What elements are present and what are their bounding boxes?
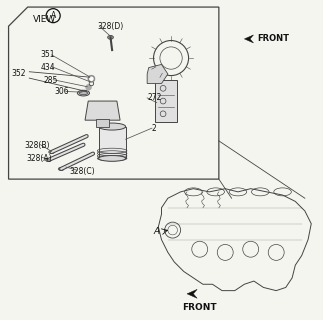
Bar xyxy=(155,80,177,122)
Circle shape xyxy=(90,77,93,80)
Bar xyxy=(96,119,109,126)
Text: 434: 434 xyxy=(40,63,55,72)
Text: 351: 351 xyxy=(40,50,55,59)
Ellipse shape xyxy=(58,167,64,171)
Polygon shape xyxy=(187,289,197,298)
Text: 328(B): 328(B) xyxy=(25,141,50,150)
Text: 328(A): 328(A) xyxy=(26,154,52,163)
Text: 328(D): 328(D) xyxy=(98,22,124,31)
Ellipse shape xyxy=(79,92,88,95)
Ellipse shape xyxy=(99,156,126,161)
Text: FRONT: FRONT xyxy=(257,35,289,44)
Ellipse shape xyxy=(46,158,51,162)
Polygon shape xyxy=(147,64,168,84)
Circle shape xyxy=(88,75,95,82)
Ellipse shape xyxy=(78,90,89,96)
Polygon shape xyxy=(85,101,120,120)
Circle shape xyxy=(86,84,91,90)
Text: 352: 352 xyxy=(12,69,26,78)
Ellipse shape xyxy=(99,123,126,130)
Polygon shape xyxy=(244,35,254,43)
Text: A: A xyxy=(50,11,56,20)
Text: 328(C): 328(C) xyxy=(69,167,95,176)
Text: FRONT: FRONT xyxy=(182,303,217,312)
Ellipse shape xyxy=(108,36,113,39)
Ellipse shape xyxy=(49,150,55,154)
Text: 272: 272 xyxy=(147,93,162,102)
Text: VIEW: VIEW xyxy=(33,15,56,24)
Text: 285: 285 xyxy=(44,76,58,85)
Text: 2: 2 xyxy=(152,124,157,132)
Text: A: A xyxy=(154,227,160,236)
Text: 306: 306 xyxy=(55,87,69,96)
Bar xyxy=(99,126,126,158)
